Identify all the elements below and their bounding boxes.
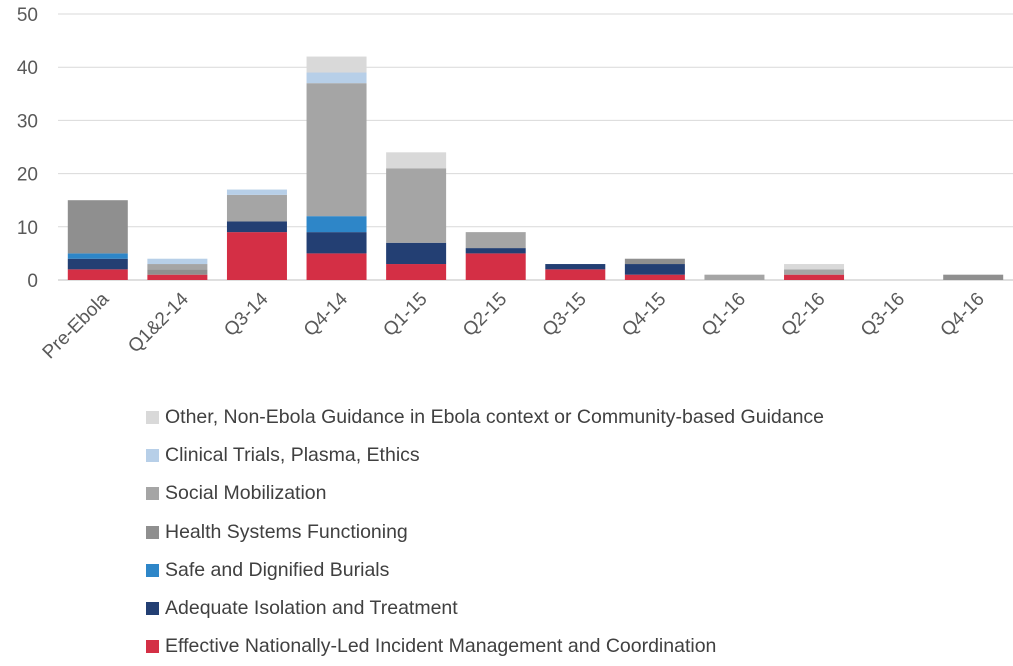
bar-segment bbox=[67, 258, 128, 270]
legend-item: Health Systems Functioning bbox=[146, 513, 824, 551]
y-axis-ticks: 0 10 20 30 40 50 bbox=[17, 5, 38, 292]
legend-swatch bbox=[146, 525, 159, 539]
gridlines bbox=[58, 13, 1013, 281]
y-tick-label: 10 bbox=[17, 218, 38, 239]
chart: 0 10 20 30 40 50 Pre-Ebola Q1&2-14 Q3-14 Q4-14 Q1… bbox=[17, 5, 1013, 363]
bar-segment bbox=[67, 269, 128, 280]
bar-segment bbox=[147, 258, 208, 265]
legend-label: Health Systems Functioning bbox=[165, 520, 408, 543]
y-tick-label: 30 bbox=[17, 111, 38, 132]
legend: Other, Non-Ebola Guidance in Ebola conte… bbox=[146, 398, 824, 666]
bar-segment bbox=[545, 269, 606, 280]
x-tick-label: Q1-16 bbox=[698, 289, 750, 341]
x-tick-label: Q3-16 bbox=[857, 289, 909, 341]
bar-segment bbox=[386, 152, 447, 169]
y-tick-label: 20 bbox=[17, 165, 38, 186]
bar-segment bbox=[306, 83, 367, 217]
y-tick-label: 40 bbox=[17, 58, 38, 79]
legend-item: Adequate Isolation and Treatment bbox=[146, 589, 824, 627]
bar-segment bbox=[67, 253, 128, 259]
legend-swatch bbox=[146, 410, 159, 424]
bar-segment bbox=[386, 242, 447, 265]
bar-segment bbox=[226, 189, 287, 195]
bar-segment bbox=[784, 264, 845, 270]
bar-segment bbox=[306, 72, 367, 84]
bar-segment bbox=[465, 253, 526, 280]
bar-segment bbox=[465, 232, 526, 249]
x-tick-label: Q2-15 bbox=[459, 289, 511, 341]
legend-label: Safe and Dignified Burials bbox=[165, 558, 390, 581]
legend-item: Social Mobilization bbox=[146, 475, 824, 513]
x-tick-label: Q4-15 bbox=[618, 289, 670, 341]
bars bbox=[67, 56, 1004, 280]
bar-segment bbox=[147, 274, 208, 280]
bar-segment bbox=[306, 216, 367, 233]
legend-item: Other, Non-Ebola Guidance in Ebola conte… bbox=[146, 398, 824, 436]
x-tick-label: Q3-14 bbox=[220, 288, 272, 340]
bar-segment bbox=[306, 232, 367, 254]
legend-swatch bbox=[146, 602, 159, 616]
bar-segment bbox=[306, 56, 367, 73]
x-tick-label: Q4-16 bbox=[937, 289, 989, 341]
bar-segment bbox=[624, 274, 685, 280]
x-tick-label: Q3-15 bbox=[539, 289, 591, 341]
bar-segment bbox=[226, 221, 287, 233]
bar-segment bbox=[67, 200, 128, 254]
bar-segment bbox=[784, 269, 845, 275]
bar-segment bbox=[147, 264, 208, 270]
legend-swatch bbox=[146, 563, 159, 577]
bar-segment bbox=[226, 232, 287, 280]
legend-swatch bbox=[146, 487, 159, 501]
legend-label: Other, Non-Ebola Guidance in Ebola conte… bbox=[165, 405, 825, 428]
x-axis-ticks: Pre-Ebola Q1&2-14 Q3-14 Q4-14 Q1-15 Q2-15 Q3-1… bbox=[39, 288, 989, 363]
bar-segment bbox=[306, 253, 367, 280]
legend-item: Clinical Trials, Plasma, Ethics bbox=[146, 436, 824, 474]
bar-segment bbox=[784, 274, 845, 280]
bar-segment bbox=[386, 168, 447, 243]
y-tick-label: 0 bbox=[27, 271, 38, 292]
legend-label: Clinical Trials, Plasma, Ethics bbox=[165, 443, 420, 466]
legend-swatch bbox=[146, 448, 159, 462]
bar-segment bbox=[704, 274, 765, 280]
bar-segment bbox=[624, 264, 685, 275]
x-tick-label: Q1-15 bbox=[379, 289, 431, 341]
x-tick-label: Q2-16 bbox=[777, 289, 829, 341]
bar-segment bbox=[226, 194, 287, 222]
legend-item: Effective Nationally-Led Incident Manage… bbox=[146, 628, 824, 666]
bar-segment bbox=[386, 264, 447, 280]
x-tick-label: Q4-14 bbox=[300, 288, 352, 340]
legend-label: Social Mobilization bbox=[165, 482, 327, 505]
legend-label: Adequate Isolation and Treatment bbox=[165, 597, 458, 620]
legend-item: Safe and Dignified Burials bbox=[146, 551, 824, 589]
bar-segment bbox=[147, 269, 208, 275]
legend-label: Effective Nationally-Led Incident Manage… bbox=[165, 635, 717, 658]
x-tick-label: Q1&2-14 bbox=[124, 288, 193, 357]
legend-swatch bbox=[146, 640, 159, 654]
bar-segment bbox=[465, 248, 526, 254]
y-tick-label: 50 bbox=[17, 5, 38, 26]
x-tick-label: Pre-Ebola bbox=[39, 288, 114, 363]
bar-segment bbox=[545, 264, 606, 270]
bar-segment bbox=[943, 274, 1004, 280]
bar-segment bbox=[624, 258, 685, 265]
